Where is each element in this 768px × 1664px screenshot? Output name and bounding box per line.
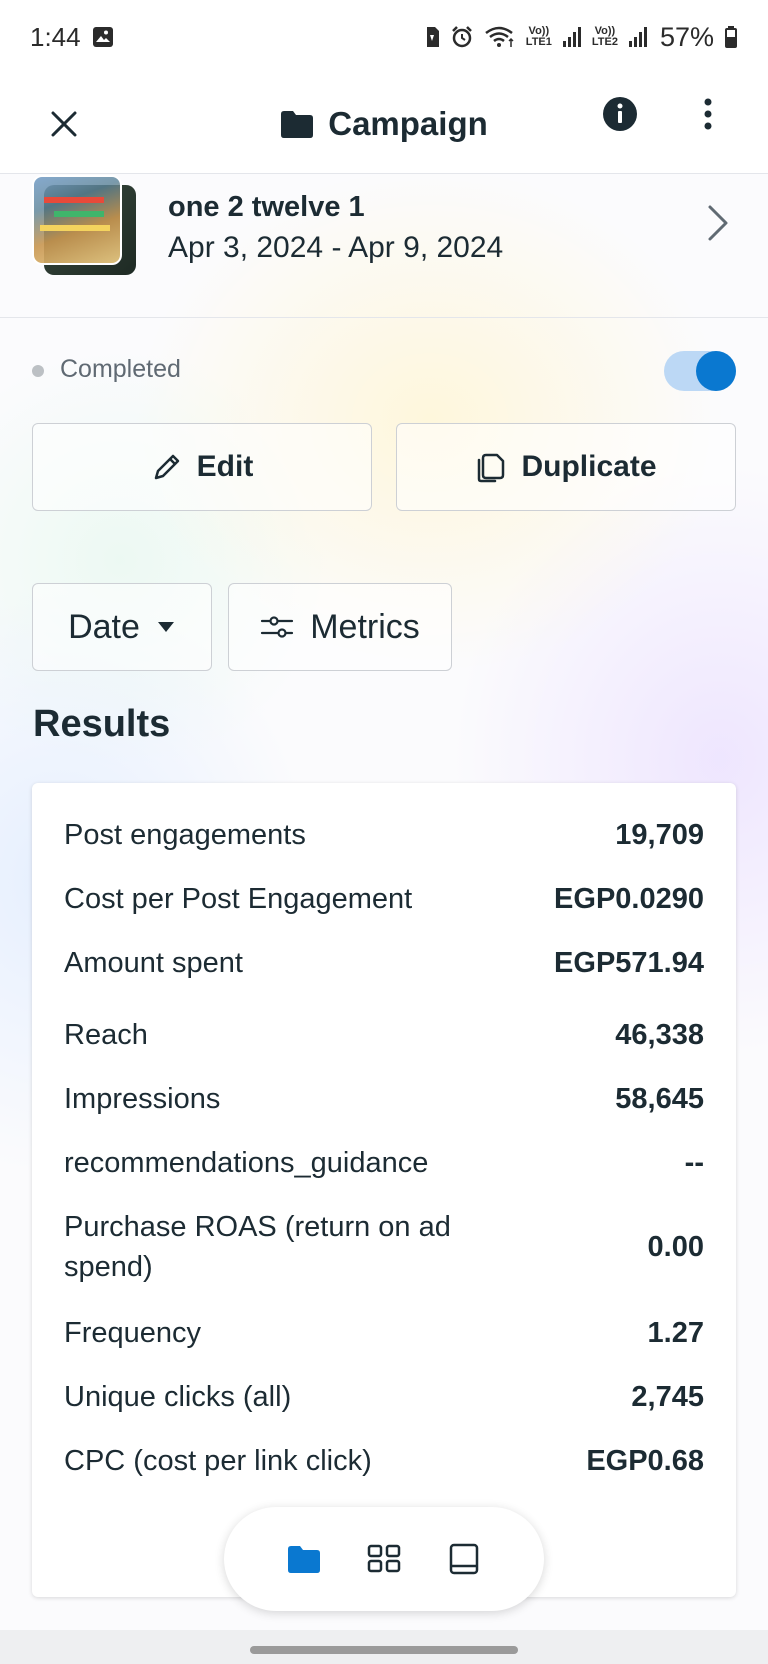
grid-icon (367, 1544, 401, 1573)
signal-icon (628, 26, 648, 48)
metric-label: Reach (64, 1019, 148, 1051)
metric-label: Frequency (64, 1317, 202, 1349)
metric-label: CPC (cost per link click) (64, 1445, 372, 1477)
nav-grid-button[interactable] (364, 1539, 404, 1579)
gallery-notification-icon (91, 25, 115, 49)
metric-value: 0.00 (647, 1230, 704, 1263)
volte-label: Vo)) (594, 25, 616, 37)
results-heading: Results (33, 703, 171, 745)
metrics-filter-label: Metrics (310, 607, 420, 646)
metric-value: 1.27 (647, 1316, 704, 1349)
lte1-indicator: Vo)) LTE1 (526, 26, 552, 48)
info-icon (603, 97, 637, 131)
metric-value: -- (684, 1146, 704, 1179)
duplicate-label: Duplicate (521, 450, 657, 483)
metric-value: 2,745 (631, 1380, 704, 1413)
folder-icon (288, 1546, 320, 1573)
metric-label: recommendations_guidance (64, 1147, 429, 1179)
lte1-label: LTE1 (525, 36, 552, 48)
status-label: Completed (60, 355, 181, 383)
close-button[interactable] (40, 100, 88, 148)
metric-row: Cost per Post Engagement EGP0.0290 (64, 879, 704, 919)
status-bar: 1:44 Vo)) LTE1 Vo)) LTE2 57% (0, 0, 768, 74)
sim-card-icon (424, 26, 440, 48)
wifi-icon (484, 25, 516, 49)
nav-preview-button[interactable] (444, 1539, 484, 1579)
status-time: 1:44 (30, 21, 81, 52)
metric-row: recommendations_guidance -- (64, 1143, 704, 1183)
battery-percent: 57% (659, 21, 714, 52)
close-icon (51, 111, 77, 137)
results-card: Post engagements 19,709 Cost per Post En… (32, 783, 736, 1597)
metric-value: 19,709 (615, 818, 704, 851)
metric-value: 46,338 (615, 1018, 704, 1051)
metric-row: Purchase ROAS (return on ad spend) 0.00 (64, 1207, 704, 1287)
metric-label: Impressions (64, 1083, 221, 1115)
volte-label: Vo)) (528, 25, 550, 37)
more-vertical-icon (704, 98, 712, 130)
metric-value: EGP0.68 (586, 1444, 704, 1477)
chevron-right-icon (706, 203, 730, 248)
duplicate-button[interactable]: Duplicate (396, 423, 736, 511)
info-button[interactable] (600, 94, 640, 139)
metric-label: Unique clicks (all) (64, 1381, 292, 1413)
lte2-label: LTE2 (591, 36, 618, 48)
edit-button[interactable]: Edit (32, 423, 372, 511)
metric-label: Cost per Post Engagement (64, 883, 413, 915)
metric-value: 58,645 (615, 1082, 704, 1115)
metric-value: EGP571.94 (554, 946, 704, 979)
metric-label: Post engagements (64, 819, 306, 851)
lte2-indicator: Vo)) LTE2 (592, 26, 618, 48)
edit-label: Edit (196, 450, 254, 483)
metric-row: Unique clicks (all) 2,745 (64, 1377, 704, 1417)
campaign-dates: Apr 3, 2024 - Apr 9, 2024 (168, 231, 504, 264)
signal-icon (562, 26, 582, 48)
battery-icon (724, 25, 738, 49)
caret-down-icon (157, 622, 174, 632)
campaign-thumbnail (32, 175, 142, 279)
date-filter-label: Date (68, 607, 140, 646)
more-options-button[interactable] (690, 94, 726, 139)
metrics-filter-button[interactable]: Metrics (228, 583, 452, 671)
bottom-navigation (224, 1507, 544, 1611)
metric-row: Reach 46,338 (64, 1015, 704, 1055)
pencil-icon (154, 454, 179, 480)
campaign-name: one 2 twelve 1 (168, 191, 365, 223)
nav-campaigns-button[interactable] (284, 1539, 324, 1579)
page-title: Campaign (0, 74, 768, 174)
duplicate-icon (478, 453, 505, 483)
metric-label: Amount spent (64, 947, 243, 979)
metric-value: EGP0.0290 (554, 882, 704, 915)
date-filter-dropdown[interactable]: Date (32, 583, 212, 671)
metric-row: Post engagements 19,709 (64, 815, 704, 855)
metric-label: Purchase ROAS (return on ad spend) (64, 1211, 451, 1283)
campaign-status-row: Completed (32, 345, 736, 395)
metric-row: CPC (cost per link click) EGP0.68 (64, 1441, 704, 1481)
metric-row: Frequency 1.27 (64, 1313, 704, 1353)
alarm-icon (450, 25, 474, 49)
app-header: Campaign (0, 74, 768, 174)
sliders-icon (261, 616, 294, 638)
toggle-knob (696, 351, 736, 391)
page-title-text: Campaign (328, 105, 488, 142)
status-dot (32, 365, 44, 377)
metric-row: Amount spent EGP571.94 (64, 943, 704, 983)
tablet-icon (449, 1543, 479, 1575)
campaign-summary-row[interactable]: one 2 twelve 1 Apr 3, 2024 - Apr 9, 2024 (0, 175, 768, 318)
campaign-toggle[interactable] (664, 351, 736, 391)
home-indicator[interactable] (250, 1646, 518, 1654)
metric-row: Impressions 58,645 (64, 1079, 704, 1119)
folder-icon (281, 111, 314, 138)
